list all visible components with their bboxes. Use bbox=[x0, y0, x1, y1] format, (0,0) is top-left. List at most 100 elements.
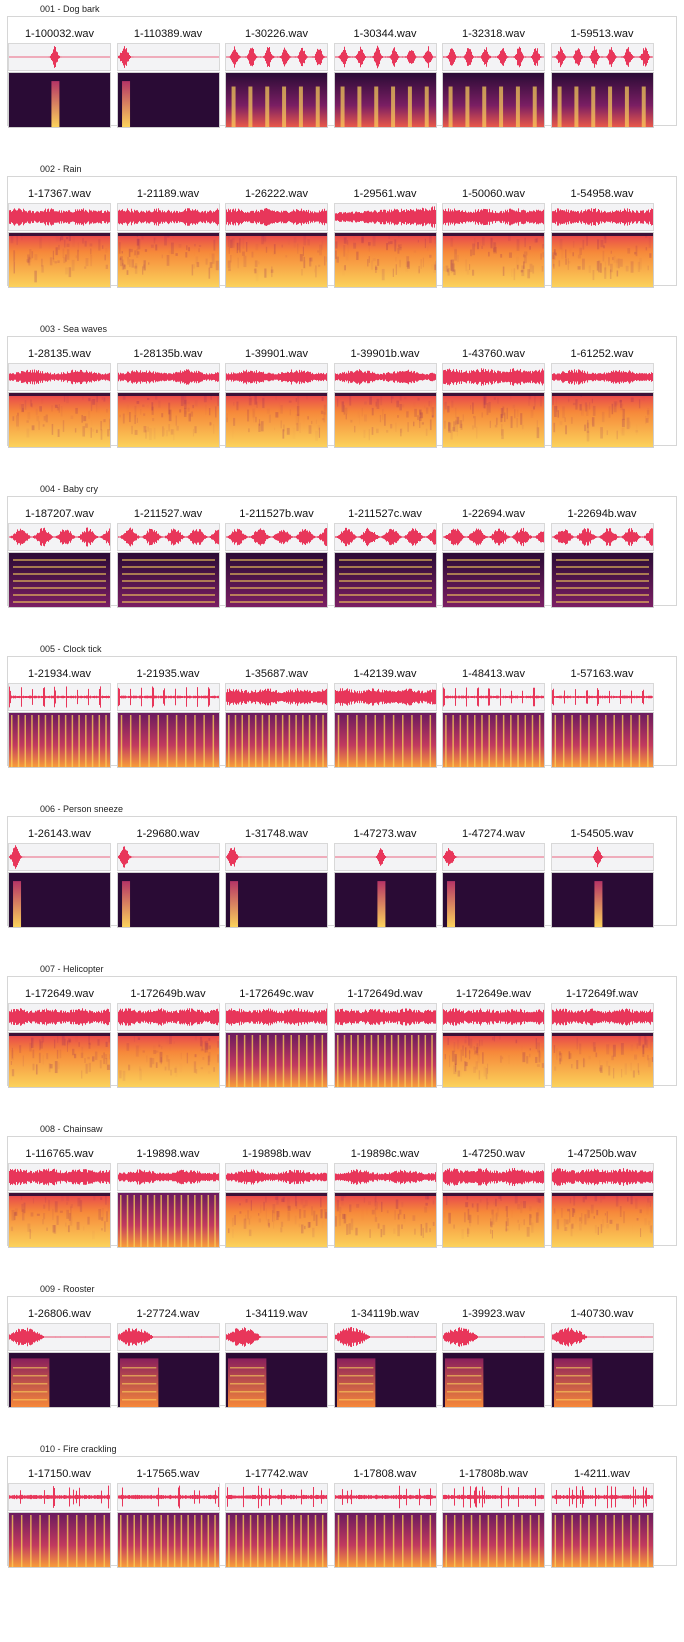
audio-clip[interactable]: 1-17808.wav bbox=[333, 1468, 437, 1569]
audio-clip[interactable]: 1-19898c.wav bbox=[333, 1148, 437, 1249]
spectrogram-stripe bbox=[524, 715, 527, 767]
audio-clip[interactable]: 1-26222.wav bbox=[225, 188, 328, 289]
spectrogram-band bbox=[455, 1055, 457, 1065]
spectrogram-band bbox=[411, 1215, 415, 1221]
clip-filename: 1-28135b.wav bbox=[133, 348, 203, 360]
spectrogram-harmonic bbox=[230, 1391, 265, 1393]
audio-clip[interactable]: 1-21935.wav bbox=[116, 668, 220, 769]
audio-clip[interactable]: 1-40730.wav bbox=[550, 1308, 654, 1409]
audio-clip[interactable]: 1-47274.wav bbox=[442, 828, 545, 929]
spectrogram-band bbox=[126, 256, 129, 265]
audio-clip[interactable]: 1-57163.wav bbox=[550, 668, 654, 769]
waveform-trace bbox=[334, 1169, 436, 1185]
audio-clip[interactable]: 1-187207.wav bbox=[8, 508, 111, 609]
audio-clip[interactable]: 1-172649e.wav bbox=[442, 988, 545, 1089]
audio-clip[interactable]: 1-34119.wav bbox=[225, 1308, 328, 1409]
spectrogram-band bbox=[55, 235, 59, 242]
audio-clip[interactable]: 1-29680.wav bbox=[116, 828, 220, 929]
audio-clip[interactable]: 1-26143.wav bbox=[8, 828, 111, 929]
spectrogram-band bbox=[569, 1197, 571, 1204]
audio-clip[interactable]: 1-211527b.wav bbox=[225, 508, 328, 609]
audio-clip[interactable]: 1-100032.wav bbox=[8, 28, 111, 129]
audio-clip[interactable]: 1-19898.wav bbox=[116, 1148, 220, 1249]
spectrogram-band bbox=[100, 1197, 103, 1200]
waveform-plot bbox=[225, 363, 328, 391]
audio-clip[interactable]: 1-211527c.wav bbox=[333, 508, 437, 609]
spectrogram-stripe bbox=[249, 1515, 252, 1567]
spectrogram-band bbox=[26, 259, 30, 263]
spectrogram-plot bbox=[442, 1192, 545, 1248]
audio-clip[interactable]: 1-59513.wav bbox=[550, 28, 654, 129]
audio-clip[interactable]: 1-172649d.wav bbox=[333, 988, 437, 1089]
spectrogram-stripe bbox=[453, 1515, 456, 1567]
audio-clip[interactable]: 1-26806.wav bbox=[8, 1308, 111, 1409]
audio-clip[interactable]: 1-172649f.wav bbox=[550, 988, 654, 1089]
audio-clip[interactable]: 1-30344.wav bbox=[333, 28, 437, 129]
audio-clip[interactable]: 1-116765.wav bbox=[8, 1148, 111, 1249]
audio-clip[interactable]: 1-17808b.wav bbox=[442, 1468, 545, 1569]
audio-clip[interactable]: 1-30226.wav bbox=[225, 28, 328, 129]
audio-clip[interactable]: 1-22694.wav bbox=[442, 508, 545, 609]
spectrogram-band bbox=[39, 239, 40, 249]
spectrogram-svg bbox=[334, 1353, 436, 1407]
audio-clip[interactable]: 1-211527.wav bbox=[116, 508, 220, 609]
spectrogram-band bbox=[536, 1042, 540, 1053]
spectrogram-band bbox=[195, 256, 198, 264]
spectrogram-band bbox=[42, 1213, 46, 1220]
audio-clip[interactable]: 1-32318.wav bbox=[442, 28, 545, 129]
spectrogram-band bbox=[243, 255, 247, 268]
audio-clip[interactable]: 1-28135.wav bbox=[8, 348, 111, 449]
audio-clip[interactable]: 1-42139.wav bbox=[333, 668, 437, 769]
audio-clip[interactable]: 1-110389.wav bbox=[116, 28, 220, 129]
audio-clip[interactable]: 1-17150.wav bbox=[8, 1468, 111, 1569]
audio-clip[interactable]: 1-172649b.wav bbox=[116, 988, 220, 1089]
audio-clip[interactable]: 1-50060.wav bbox=[442, 188, 545, 289]
audio-clip[interactable]: 1-48413.wav bbox=[442, 668, 545, 769]
audio-clip[interactable]: 1-28135b.wav bbox=[116, 348, 220, 449]
audio-clip[interactable]: 1-17742.wav bbox=[225, 1468, 328, 1569]
spectrogram-band bbox=[443, 266, 445, 272]
audio-clip[interactable]: 1-47250b.wav bbox=[550, 1148, 654, 1249]
waveform-svg bbox=[226, 46, 327, 68]
audio-clip[interactable]: 1-39923.wav bbox=[442, 1308, 545, 1409]
audio-clip[interactable]: 1-34119b.wav bbox=[333, 1308, 437, 1409]
spectrogram-band bbox=[152, 1050, 156, 1055]
audio-clip[interactable]: 1-17565.wav bbox=[116, 1468, 220, 1569]
audio-clip[interactable]: 1-61252.wav bbox=[550, 348, 654, 449]
spectrogram-band bbox=[274, 1196, 278, 1200]
spectrogram-band bbox=[342, 266, 344, 276]
audio-clip[interactable]: 1-172649c.wav bbox=[225, 988, 328, 1089]
spectrogram-band bbox=[605, 1224, 609, 1229]
audio-clip[interactable]: 1-27724.wav bbox=[116, 1308, 220, 1409]
spectrogram-band bbox=[180, 1053, 181, 1060]
spectrogram-band bbox=[583, 424, 586, 432]
audio-clip[interactable]: 1-172649.wav bbox=[8, 988, 111, 1089]
spectrogram-band bbox=[118, 414, 121, 418]
audio-clip[interactable]: 1-35687.wav bbox=[225, 668, 328, 769]
audio-clip[interactable]: 1-47273.wav bbox=[333, 828, 437, 929]
audio-clip[interactable]: 1-29561.wav bbox=[333, 188, 437, 289]
audio-clip[interactable]: 1-31748.wav bbox=[225, 828, 328, 929]
audio-clip[interactable]: 1-43760.wav bbox=[442, 348, 545, 449]
spectrogram-band bbox=[534, 395, 536, 407]
audio-clip[interactable]: 1-19898b.wav bbox=[225, 1148, 328, 1249]
audio-clip[interactable]: 1-47250.wav bbox=[442, 1148, 545, 1249]
audio-clip[interactable]: 1-54505.wav bbox=[550, 828, 654, 929]
audio-clip[interactable]: 1-17367.wav bbox=[8, 188, 111, 289]
audio-clip[interactable]: 1-54958.wav bbox=[550, 188, 654, 289]
spectrogram-harmonic bbox=[121, 1367, 156, 1369]
audio-clip[interactable]: 1-39901b.wav bbox=[333, 348, 437, 449]
spectrogram-band bbox=[146, 405, 148, 408]
audio-clip[interactable]: 1-21189.wav bbox=[116, 188, 220, 289]
spectrogram-band bbox=[615, 259, 618, 268]
waveform-svg bbox=[9, 1008, 110, 1026]
audio-clip[interactable]: 1-22694b.wav bbox=[550, 508, 654, 609]
waveform-svg bbox=[334, 206, 436, 228]
spectrogram-band bbox=[324, 1209, 327, 1219]
audio-clip[interactable]: 1-4211.wav bbox=[550, 1468, 654, 1569]
spectrogram-band bbox=[88, 1043, 91, 1049]
audio-clip[interactable]: 1-39901.wav bbox=[225, 348, 328, 449]
audio-clip[interactable]: 1-21934.wav bbox=[8, 668, 111, 769]
spectrogram-band bbox=[569, 248, 571, 253]
spectrogram-band bbox=[578, 1217, 581, 1222]
